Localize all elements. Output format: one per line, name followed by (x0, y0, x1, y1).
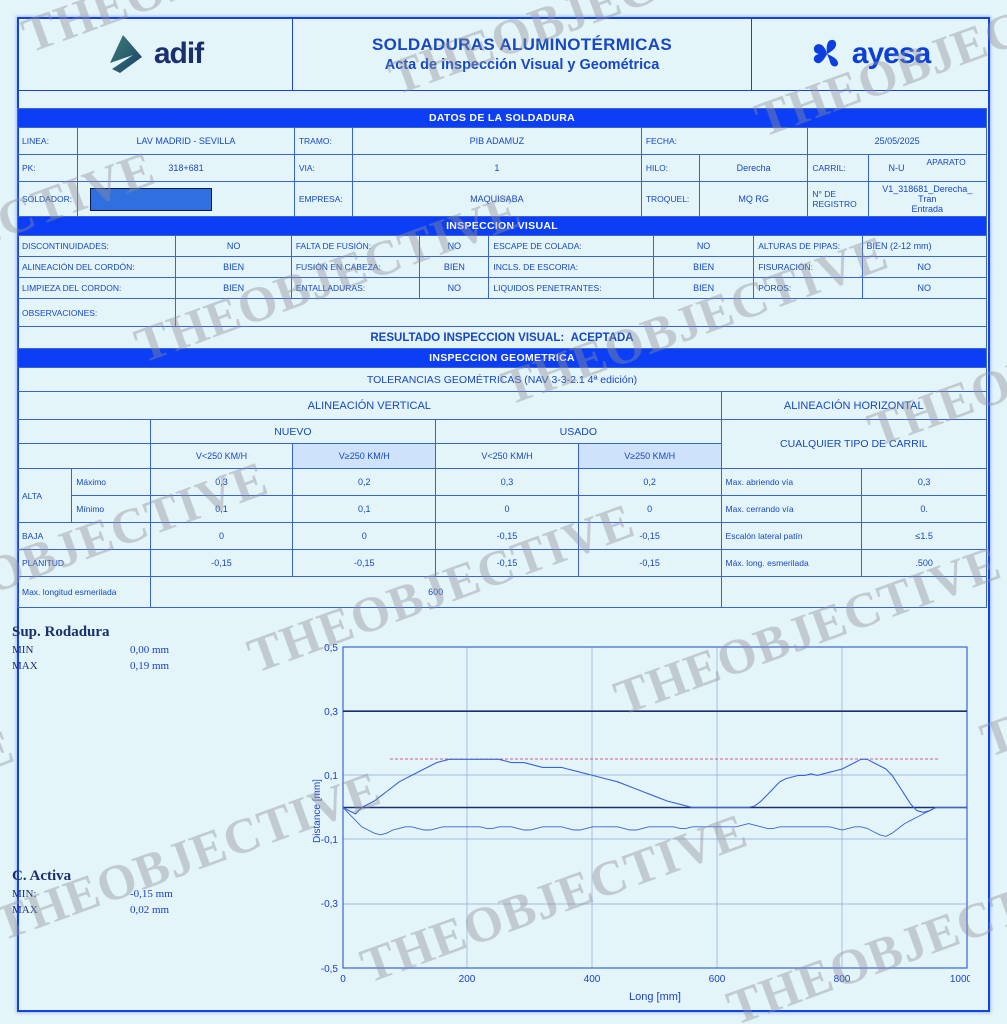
svg-text:-0,5: -0,5 (321, 964, 339, 975)
svg-text:0,5: 0,5 (324, 643, 338, 654)
svg-text:Distance [mm]: Distance [mm] (312, 779, 323, 843)
svg-text:1000: 1000 (950, 974, 970, 985)
svg-text:800: 800 (834, 974, 851, 985)
svg-text:-0,1: -0,1 (321, 835, 339, 846)
svg-text:0: 0 (340, 974, 346, 985)
svg-text:0,3: 0,3 (324, 707, 338, 718)
svg-text:-0,3: -0,3 (321, 899, 339, 910)
svg-text:600: 600 (709, 974, 726, 985)
svg-text:400: 400 (584, 974, 601, 985)
svg-text:200: 200 (459, 974, 476, 985)
svg-text:0,1: 0,1 (324, 771, 338, 782)
svg-text:Long [mm]: Long [mm] (629, 991, 681, 1003)
